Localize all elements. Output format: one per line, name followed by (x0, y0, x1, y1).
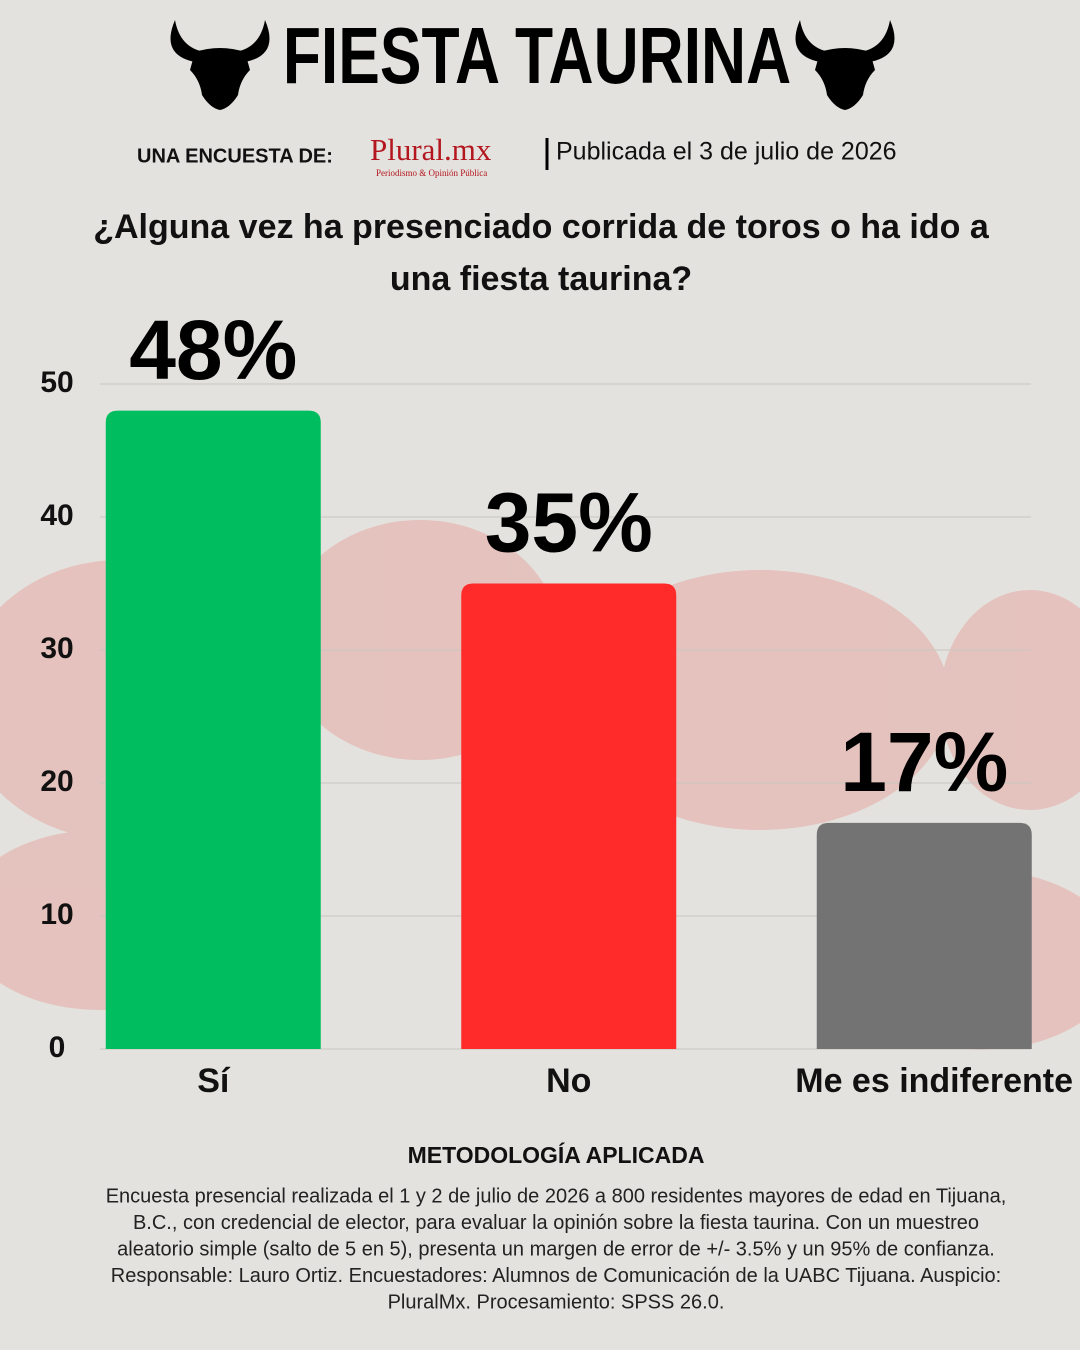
bar (105, 410, 321, 1050)
chart-title: FIESTA TAURINA (283, 12, 791, 101)
methodology-line: Responsable: Lauro Ortiz. Encuestadores:… (111, 1265, 1002, 1287)
y-tick-label: 50 (40, 366, 73, 399)
methodology-line: PluralMx. Procesamiento: SPSS 26.0. (388, 1291, 725, 1313)
bar (461, 583, 677, 1049)
methodology-line: aleatorio simple (salto de 5 en 5), pres… (117, 1238, 995, 1260)
brand-tagline: Periodismo & Opinión Pública (376, 168, 487, 178)
methodology-line: Encuesta presencial realizada el 1 y 2 d… (106, 1185, 1007, 1207)
bar (816, 822, 1032, 1049)
byline-label: UNA ENCUESTA DE: (137, 145, 333, 167)
value-label: 17% (840, 715, 1008, 809)
methodology-line: B.C., con credencial de elector, para ev… (133, 1212, 979, 1234)
y-tick-label: 40 (40, 499, 73, 532)
x-tick-label: Sí (197, 1062, 231, 1100)
published-date: Publicada el 3 de julio de 2026 (556, 138, 897, 166)
y-tick-label: 30 (40, 632, 73, 665)
brand: Plural.mx (370, 132, 492, 167)
bull-icon-left (170, 20, 270, 110)
y-tick-label: 20 (40, 765, 73, 798)
question: una fiesta taurina? (390, 260, 692, 298)
y-tick-label: 10 (40, 898, 73, 931)
bull-icon-right (795, 20, 895, 110)
x-tick-label: No (546, 1062, 591, 1100)
y-tick-label: 0 (49, 1031, 66, 1064)
x-tick-label: Me es indiferente (795, 1062, 1073, 1100)
value-label: 48% (129, 303, 297, 397)
methodology-title: METODOLOGÍA APLICADA (408, 1141, 705, 1168)
question: ¿Alguna vez ha presenciado corrida de to… (93, 208, 990, 246)
value-label: 35% (485, 476, 653, 570)
